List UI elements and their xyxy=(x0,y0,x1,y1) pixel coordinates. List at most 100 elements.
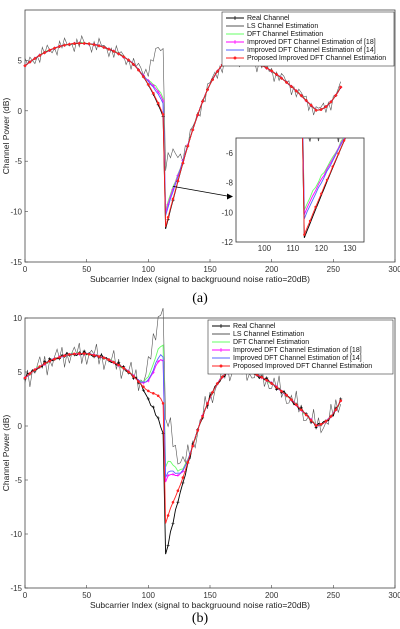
panel-b-proposed-marker xyxy=(97,355,101,358)
panel-b-real-marker xyxy=(176,500,180,504)
y-tick-label: -10 xyxy=(10,208,22,217)
panel-a-proposed-marker xyxy=(152,91,155,95)
panel-b-real-marker xyxy=(82,349,86,353)
panel-b-proposed-marker xyxy=(63,354,66,358)
panel-a-proposed-marker xyxy=(53,46,56,50)
legend-entry: Improved DFT Channel Estimation of [18] xyxy=(233,347,362,354)
y-tick-label: -5 xyxy=(15,476,23,485)
panel-a-proposed-marker xyxy=(290,85,293,88)
legend-marker-proposed xyxy=(233,56,237,60)
inset-x-tick-label: 110 xyxy=(287,244,300,253)
panel-a-caption: (a) xyxy=(192,291,208,306)
panel-b-proposed-marker xyxy=(270,382,274,385)
panel-b-proposed-marker xyxy=(87,353,91,356)
panel-a-proposed-marker xyxy=(132,63,135,66)
legend-marker-proposed xyxy=(219,364,223,368)
panel-b-proposed-marker xyxy=(206,402,209,405)
panel-b-proposed-marker xyxy=(161,402,165,405)
panel-b-improved18-marker xyxy=(171,472,175,476)
x-tick-label: 250 xyxy=(327,265,341,274)
panel-a-proposed-marker xyxy=(216,70,219,73)
panel-a-improved18-marker xyxy=(156,90,160,94)
panel-a-proposed-marker xyxy=(176,179,180,183)
x-tick-label: 300 xyxy=(388,591,400,600)
panel-a-proposed-marker xyxy=(300,94,303,97)
panel-b-improved18-marker xyxy=(156,360,160,364)
y-tick-label: 0 xyxy=(18,107,23,116)
panel-b-proposed-marker xyxy=(290,398,293,402)
legend-entry: LS Channel Estimation xyxy=(247,23,318,30)
x-axis-label: Subcarrier Index (signal to backgruound … xyxy=(90,274,310,284)
panel-a-proposed-marker xyxy=(43,51,46,54)
panel-a-proposed-marker xyxy=(33,57,37,60)
panel-b-proposed-marker xyxy=(127,370,130,374)
panel-a-proposed-marker xyxy=(102,46,106,49)
panel-b-proposed-marker xyxy=(38,365,42,368)
panel-b-proposed-marker xyxy=(92,354,96,357)
inset-series-proposed-line xyxy=(302,138,346,235)
panel-a-proposed-marker xyxy=(206,88,209,91)
panel-a-proposed-marker xyxy=(142,75,145,79)
panel-a-proposed-marker xyxy=(147,83,150,86)
legend-marker-real xyxy=(233,16,237,20)
panel-a-proposed-marker xyxy=(275,73,278,76)
legend-entry: LS Channel Estimation xyxy=(233,331,304,338)
panel-b-proposed-marker xyxy=(334,408,338,412)
panel-a-proposed-marker xyxy=(127,58,130,62)
panel-b-proposed-marker xyxy=(28,372,32,375)
panel-a-proposed-marker xyxy=(309,103,313,107)
legend-box xyxy=(207,319,394,375)
panel-a-proposed-marker xyxy=(48,48,51,52)
panel-a-proposed-marker xyxy=(211,78,214,81)
inset-proposed-marker xyxy=(320,192,323,195)
panel-b-proposed-marker xyxy=(48,359,51,363)
panel-a-proposed-marker xyxy=(334,94,338,97)
inset-y-tick-label: -8 xyxy=(226,179,234,188)
panel-b-proposed-marker xyxy=(181,476,185,479)
panel-a-proposed-marker xyxy=(314,109,318,112)
panel-a-proposed-marker xyxy=(122,55,125,59)
panel-b-proposed-marker xyxy=(309,419,313,422)
panel-b-proposed-marker xyxy=(221,375,224,379)
panel-b-proposed-marker xyxy=(132,375,135,378)
panel-b-proposed-marker xyxy=(53,357,56,361)
panel-b-proposed-marker xyxy=(112,361,116,364)
inset-x-tick-label: 100 xyxy=(258,244,272,253)
panel-b-proposed-marker xyxy=(339,399,343,403)
inset-arrow-head xyxy=(227,193,233,200)
inset-y-tick-label: -6 xyxy=(226,149,234,158)
y-tick-label: 0 xyxy=(18,422,23,431)
panel-a-proposed-marker xyxy=(161,113,165,116)
panel-b-proposed-marker xyxy=(176,489,180,493)
panel-b-real-marker xyxy=(181,481,185,485)
legend-entry: Proposed Improved DFT Channel Estimation xyxy=(233,363,372,370)
y-tick-label: -15 xyxy=(10,584,22,593)
panel-b-proposed-marker xyxy=(265,378,269,382)
x-tick-label: 200 xyxy=(265,265,279,274)
y-tick-label: 5 xyxy=(18,368,23,377)
panel-a-proposed-marker xyxy=(186,144,190,148)
panel-b-proposed-marker xyxy=(285,393,288,397)
x-tick-label: 150 xyxy=(203,265,217,274)
inset-proposed-marker xyxy=(337,152,340,155)
panel-b-improved18-marker xyxy=(176,473,180,477)
panel-b-proposed-marker xyxy=(196,429,199,432)
x-tick-label: 300 xyxy=(388,265,400,274)
inset-y-tick-label: -10 xyxy=(221,208,233,217)
inset-zoom: 100 110 120 130 -12 -10 -8 -6 xyxy=(172,137,365,253)
panel-b-proposed-marker xyxy=(171,501,175,504)
panel-a-proposed-marker xyxy=(73,42,76,45)
panel-a-proposed-marker xyxy=(63,44,66,47)
panel-b-series-ls-line xyxy=(24,308,341,465)
legend-entry: Real Channel xyxy=(233,323,276,330)
inset-x-tick-label: 130 xyxy=(343,244,357,253)
panel-b-proposed-marker xyxy=(201,415,204,418)
panel-b-proposed-marker xyxy=(137,380,140,383)
panel-b-proposed-marker xyxy=(329,415,333,418)
panel-b-proposed-marker xyxy=(211,391,214,394)
panel-a-proposed-marker xyxy=(156,101,160,105)
panel-a-proposed-marker xyxy=(339,85,343,89)
